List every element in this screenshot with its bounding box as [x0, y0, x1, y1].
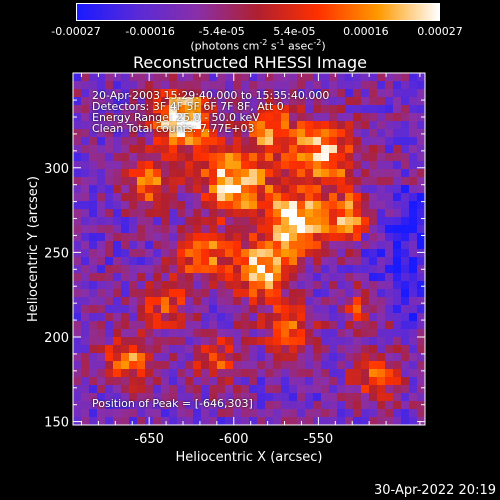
colorbar-tick-label: -0.00027: [51, 25, 101, 38]
colorbar-tick-label: 0.00027: [417, 25, 463, 38]
colorbar-tick-label: -5.4e-05: [198, 25, 245, 38]
colorbar-tick-label: 5.4e-05: [273, 25, 316, 38]
time-range-label: 20-Apr-2003 15:29:40.000 to 15:35:40.000: [92, 89, 330, 102]
x-tick-label: -550: [304, 432, 334, 447]
plot-title: Reconstructed RHESSI Image: [133, 53, 367, 72]
colorbar-tick-label: -0.00016: [125, 25, 175, 38]
x-tick-label: -600: [219, 432, 249, 447]
y-axis-label: Heliocentric Y (arcsec): [26, 176, 41, 322]
y-tick-label: 250: [44, 246, 69, 261]
peak-position-label: Position of Peak = [-646,303]: [92, 397, 253, 410]
hxr-image-panel: 20-Apr-2003 15:29:40.000 to 15:35:40.000…: [73, 73, 425, 425]
x-tick-label: -650: [134, 432, 164, 447]
energy-range-label: Energy Range: 25.0 - 50.0 keV: [92, 111, 260, 124]
detectors-label: Detectors: 3F 4F 5F 6F 7F 8F, Att 0: [92, 100, 284, 113]
x-axis-label: Heliocentric X (arcsec): [176, 450, 323, 465]
y-tick-label: 300: [44, 162, 69, 177]
colorbar-tick-label: 0.00016: [343, 25, 389, 38]
reconstructed-image: [73, 73, 425, 425]
date-stamp: 30-Apr-2022 20:19: [374, 483, 496, 498]
plot-border: [72, 72, 426, 426]
colorbar-units: (photons cm-2 s-1 asec-2): [190, 38, 326, 53]
y-tick-label: 150: [44, 416, 69, 431]
colorbar: [76, 3, 440, 21]
y-tick-label: 200: [44, 331, 69, 346]
method-counts-label: Clean Total counts: 7.77E+03: [92, 122, 255, 135]
